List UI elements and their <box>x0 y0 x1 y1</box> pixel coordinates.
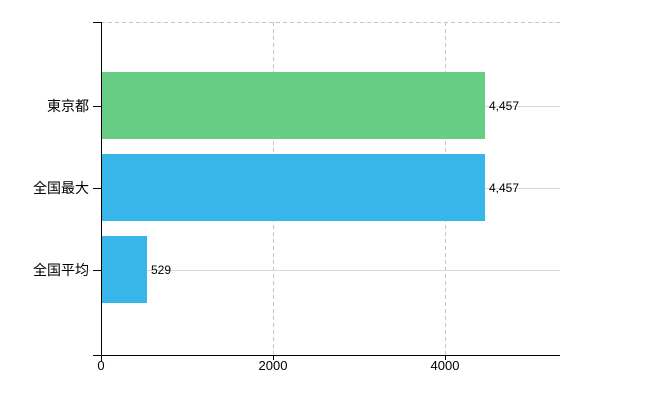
bar-1 <box>102 72 485 139</box>
bar-value-label: 4,457 <box>489 99 520 113</box>
x-axis-tick-2000 <box>273 356 274 360</box>
category-label: 全国平均 <box>33 262 89 278</box>
bar-value-label: 4,457 <box>489 181 520 195</box>
y-axis-tick <box>93 188 101 189</box>
y-axis-tick <box>93 106 101 107</box>
x-axis-tick-label: 2000 <box>258 358 288 373</box>
category-label: 全国最大 <box>33 180 89 196</box>
x-axis-tick-label: 4000 <box>430 358 460 373</box>
bar-2 <box>102 154 485 221</box>
bar-value-label: 529 <box>151 263 172 277</box>
x-axis-line <box>93 355 560 356</box>
x-axis-tick-label: 0 <box>97 358 105 373</box>
plot-top-border <box>101 22 560 23</box>
y-axis-top-tick <box>93 22 101 23</box>
bar-3 <box>102 236 147 303</box>
x-axis-tick-4000 <box>445 356 446 360</box>
y-axis-line <box>101 22 102 361</box>
y-axis-tick <box>93 270 101 271</box>
category-label: 東京都 <box>47 98 89 114</box>
row-gridline <box>101 270 560 271</box>
